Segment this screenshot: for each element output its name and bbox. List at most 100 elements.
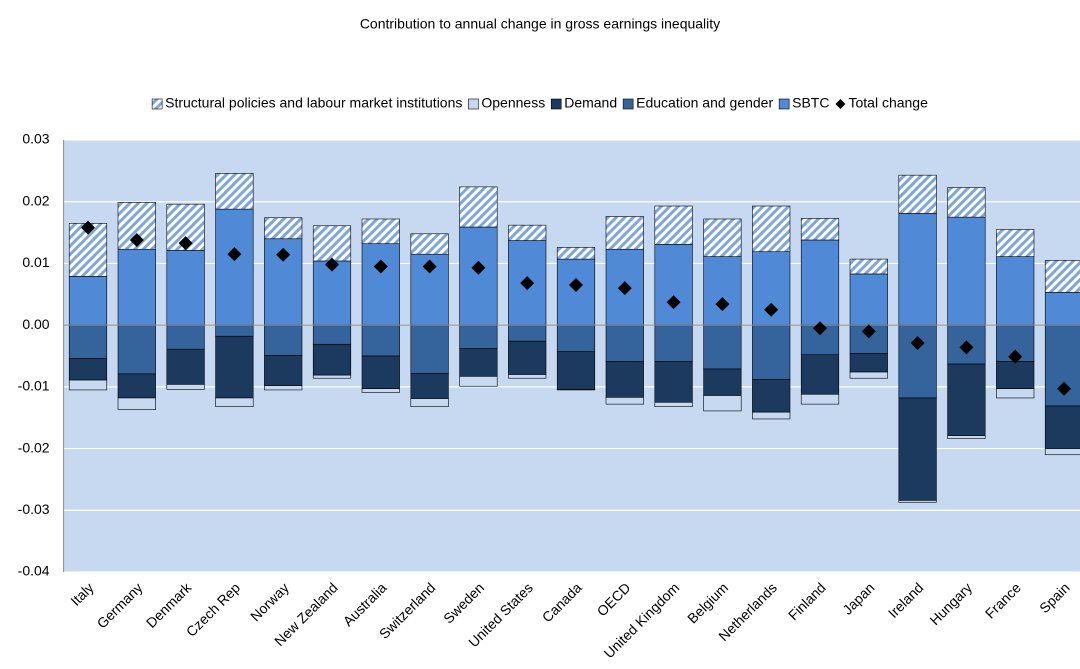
total-marker [129, 232, 144, 247]
bar-segment [605, 361, 644, 398]
bar-segment [654, 324, 693, 362]
x-tick-label: Germany [94, 579, 146, 631]
bar-segment [800, 393, 840, 405]
bar-segment [312, 225, 352, 262]
legend-swatch [778, 98, 790, 110]
y-tick-label: 0.02 [22, 192, 49, 208]
bar-segment [264, 355, 303, 386]
x-tick-label: Belgium [684, 579, 731, 626]
bar-segment [215, 324, 254, 337]
total-marker [764, 302, 779, 317]
total-marker [373, 259, 388, 274]
bar-segment [410, 372, 449, 399]
bar-segment [947, 363, 986, 436]
bar-segment [68, 379, 108, 391]
bar-segment [703, 324, 742, 370]
bar-segment [166, 348, 205, 385]
bar-segment [703, 218, 742, 257]
total-marker [1057, 381, 1071, 396]
bar-segment [849, 258, 888, 275]
bar-segment [654, 205, 693, 245]
total-marker [910, 336, 925, 351]
legend-swatch [622, 98, 634, 110]
bar-segment [312, 324, 352, 345]
bar-segment [605, 324, 644, 362]
bar-segment [166, 324, 205, 350]
total-marker [325, 257, 339, 272]
bar-segment [459, 324, 498, 349]
bar-segment [752, 205, 791, 253]
total-marker [520, 276, 535, 291]
bar-segment [459, 226, 498, 326]
bar-segment [508, 224, 547, 241]
bar-segment [117, 324, 156, 375]
y-tick-label: 0.00 [22, 316, 49, 332]
bar-segment [800, 218, 840, 241]
bar-segment [947, 187, 986, 218]
legend-label: Education and gender [636, 95, 773, 111]
bar-segment [703, 395, 742, 412]
total-marker [276, 247, 291, 262]
bar-segment [556, 247, 596, 260]
total-marker [666, 295, 681, 310]
y-tick-label: -0.04 [18, 563, 50, 579]
legend-label: Openness [481, 95, 545, 111]
bar-segment [68, 358, 108, 381]
x-tick-label: Canada [539, 579, 585, 625]
x-tick-label: France [982, 579, 1024, 621]
bar-segment [947, 435, 986, 439]
total-marker [569, 278, 583, 293]
bar-segment [117, 373, 156, 399]
x-tick-label: Hungary [926, 579, 975, 628]
bar-segment [117, 248, 156, 326]
bar-segment [410, 233, 449, 255]
x-tick-label: Ireland [885, 579, 927, 621]
x-tick-label: Sweden [440, 579, 487, 626]
bar-segment [556, 389, 596, 391]
total-marker [81, 220, 95, 235]
bar-segment [508, 324, 547, 342]
legend-label: SBTC [792, 95, 829, 111]
bar-segment [410, 398, 449, 407]
bar-segment [898, 500, 937, 503]
bar-segment [800, 239, 840, 326]
bar-segment [215, 173, 254, 210]
total-marker [1008, 349, 1023, 364]
legend-swatch [550, 98, 562, 110]
x-tick-label: Japan [839, 579, 877, 617]
total-marker [959, 340, 974, 355]
bar-segment [800, 354, 840, 395]
x-tick-label: OECD [594, 579, 634, 619]
bar-segment [849, 273, 888, 326]
bar-segment [215, 208, 254, 326]
bar-segment [459, 186, 498, 228]
bar-segment [166, 384, 205, 390]
legend-swatch [151, 98, 163, 110]
bar-segment [996, 256, 1035, 326]
bar-segment [996, 229, 1035, 257]
bar-segment [752, 379, 791, 413]
bar-segment [361, 243, 400, 326]
bar-segment [215, 397, 254, 407]
legend-label: Demand [564, 95, 617, 111]
x-tick-label: Norway [247, 579, 292, 624]
bar-segment [752, 324, 791, 380]
bar-segment [264, 385, 303, 391]
bar-segment [996, 361, 1035, 390]
total-marker [813, 321, 827, 336]
bar-segment [605, 397, 644, 405]
y-tick-label: -0.03 [18, 501, 50, 517]
total-marker [617, 281, 632, 296]
bar-segment [556, 351, 596, 390]
bar-segment [68, 324, 108, 359]
bar-segment [703, 368, 742, 396]
total-marker [422, 259, 437, 274]
y-tick-label: 0.01 [22, 254, 49, 270]
bar-segment [996, 388, 1035, 399]
bar-segment [556, 324, 596, 352]
y-tick-label: -0.02 [18, 439, 50, 455]
bar-segment [1044, 448, 1080, 456]
bar-segment [849, 353, 888, 373]
y-tick-label: 0.03 [22, 131, 49, 147]
